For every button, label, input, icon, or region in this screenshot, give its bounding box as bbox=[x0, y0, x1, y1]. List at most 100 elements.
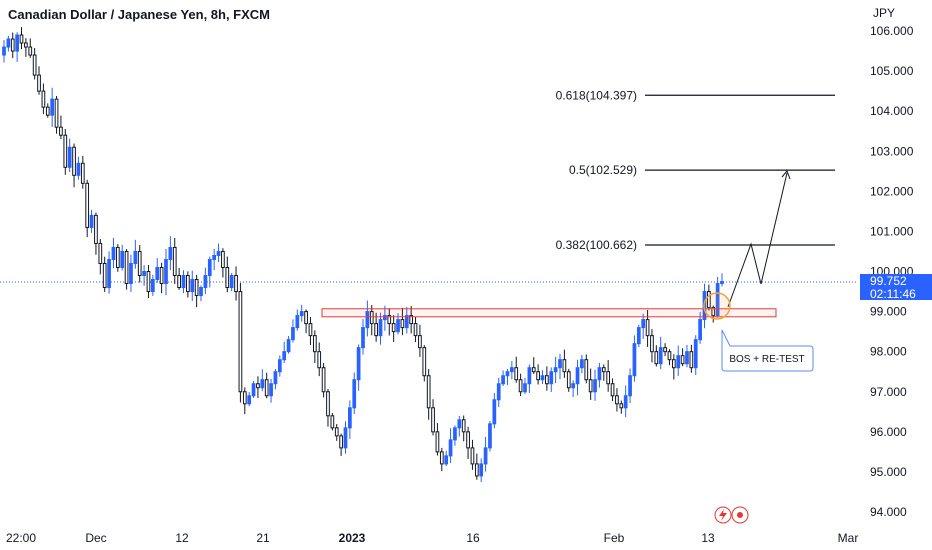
candle bbox=[133, 239, 138, 269]
fib-level-label: 0.382(100.662) bbox=[556, 238, 637, 252]
candle bbox=[177, 267, 181, 290]
candle bbox=[264, 372, 269, 399]
candle bbox=[361, 318, 365, 355]
candle bbox=[483, 436, 488, 472]
candle bbox=[194, 274, 199, 308]
x-tick-label: Dec bbox=[85, 531, 106, 545]
candle bbox=[181, 270, 186, 294]
candle bbox=[299, 304, 304, 322]
candle bbox=[172, 237, 177, 284]
candle bbox=[562, 349, 567, 378]
candle bbox=[129, 254, 133, 293]
candle bbox=[72, 143, 76, 188]
candle bbox=[453, 425, 457, 446]
lightning-icon[interactable] bbox=[714, 506, 732, 524]
y-tick-label: 97.000 bbox=[870, 385, 907, 399]
candle bbox=[514, 356, 519, 383]
candle bbox=[707, 284, 711, 311]
candle bbox=[98, 239, 103, 275]
candle bbox=[10, 32, 15, 59]
fib-level: 0.382(100.662) bbox=[556, 238, 835, 252]
candle bbox=[492, 392, 497, 429]
candle bbox=[601, 364, 606, 381]
candle bbox=[431, 399, 435, 436]
candle bbox=[444, 450, 449, 467]
candle bbox=[536, 364, 540, 385]
candle bbox=[348, 400, 352, 439]
fib-level: 0.5(102.529) bbox=[569, 163, 835, 177]
event-dot-icon[interactable] bbox=[731, 506, 749, 524]
candle bbox=[584, 354, 589, 384]
note-text: BOS + RE-TEST bbox=[729, 354, 804, 365]
candle bbox=[606, 360, 611, 392]
candle bbox=[89, 209, 94, 233]
candle bbox=[597, 362, 602, 388]
candle bbox=[67, 138, 72, 173]
candle bbox=[159, 262, 164, 294]
candle bbox=[676, 345, 681, 376]
candle bbox=[400, 307, 405, 336]
candle bbox=[435, 423, 440, 456]
candle bbox=[41, 83, 46, 115]
projection-path bbox=[727, 172, 788, 308]
candle bbox=[334, 423, 339, 441]
candle bbox=[628, 368, 632, 404]
fib-level-label: 0.618(104.397) bbox=[556, 88, 637, 102]
candle bbox=[291, 319, 295, 343]
candle bbox=[566, 368, 571, 392]
candle bbox=[229, 273, 234, 292]
candle bbox=[168, 236, 173, 271]
candle bbox=[59, 115, 63, 140]
y-tick-label: 106.000 bbox=[870, 24, 914, 38]
candle bbox=[124, 248, 129, 290]
candle bbox=[496, 377, 501, 407]
x-tick-label: 22:00 bbox=[6, 531, 36, 545]
candle bbox=[623, 385, 628, 418]
candle bbox=[2, 40, 6, 63]
candle bbox=[32, 48, 37, 80]
candle bbox=[247, 392, 252, 407]
y-tick-label: 102.000 bbox=[870, 184, 914, 198]
y-tick-label: 96.000 bbox=[870, 425, 907, 439]
candle bbox=[369, 304, 374, 336]
candle bbox=[282, 341, 287, 364]
y-tick-label: 95.000 bbox=[870, 465, 907, 479]
candle bbox=[466, 426, 470, 459]
y-tick-label: 105.000 bbox=[870, 64, 914, 78]
candle bbox=[216, 243, 221, 263]
candle bbox=[256, 376, 260, 399]
chart-title: Canadian Dollar / Japanese Yen, 8h, FXCM bbox=[8, 7, 271, 22]
candle bbox=[308, 317, 313, 346]
currency-label: JPY bbox=[873, 6, 896, 20]
candle bbox=[685, 345, 689, 368]
bottom-icons-group bbox=[714, 506, 749, 524]
candle bbox=[19, 27, 24, 50]
candle bbox=[523, 377, 527, 395]
candle bbox=[689, 344, 694, 373]
candle bbox=[509, 361, 514, 380]
candle bbox=[588, 368, 593, 400]
candle bbox=[409, 306, 414, 334]
candle bbox=[312, 330, 317, 363]
y-tick-label: 99.000 bbox=[870, 305, 907, 319]
candle bbox=[343, 421, 348, 454]
candle bbox=[580, 354, 584, 374]
candle bbox=[387, 308, 392, 336]
candle bbox=[501, 370, 505, 387]
candle bbox=[654, 345, 659, 367]
candle bbox=[277, 355, 282, 377]
candle bbox=[221, 248, 225, 278]
candle bbox=[164, 248, 168, 296]
candle bbox=[107, 251, 111, 294]
candle bbox=[155, 258, 160, 283]
candle bbox=[304, 309, 308, 334]
candle bbox=[488, 420, 492, 452]
candle bbox=[190, 270, 195, 301]
candle bbox=[663, 343, 667, 357]
candle bbox=[120, 244, 125, 271]
x-tick-label: Feb bbox=[604, 531, 625, 545]
retest-circle bbox=[703, 292, 731, 320]
candle bbox=[50, 87, 55, 127]
